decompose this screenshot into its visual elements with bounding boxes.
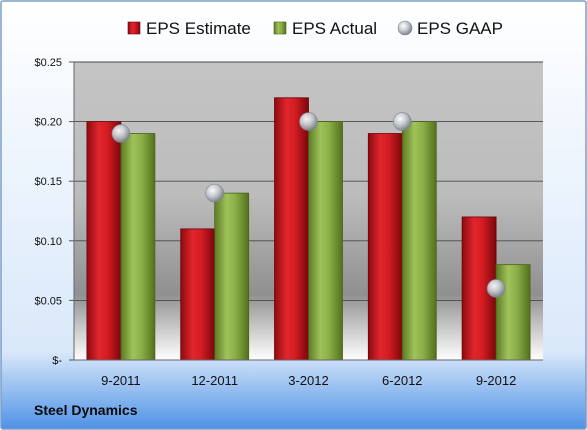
marker-eps-gaap — [111, 124, 131, 143]
y-tick-label: $0.25 — [34, 57, 62, 69]
x-tick-label: 6-2012 — [382, 373, 422, 388]
bar-eps-actual — [495, 264, 531, 361]
legend-swatch — [127, 21, 141, 35]
y-tick-label: $- — [52, 355, 62, 367]
marker-eps-gaap — [299, 112, 318, 131]
legend-label: EPS Actual — [292, 19, 377, 38]
marker-eps-gaap — [205, 183, 224, 203]
bar-eps-actual — [308, 121, 343, 361]
bar-eps-actual — [120, 133, 156, 361]
legend-swatch — [397, 20, 413, 36]
y-tick-label: $0.05 — [34, 295, 62, 307]
y-tick-label: $0.15 — [34, 176, 62, 188]
y-tick-label: $0.10 — [34, 236, 62, 248]
bar-eps-estimate — [274, 97, 309, 361]
marker-eps-gaap — [486, 279, 506, 298]
bar-eps-estimate — [180, 228, 216, 361]
bar-eps-estimate — [367, 133, 403, 361]
bar-eps-estimate — [86, 121, 122, 361]
x-tick-label: 3-2012 — [288, 373, 328, 388]
x-tick-label: 9-2011 — [101, 373, 141, 388]
gaap-markers — [111, 112, 506, 298]
x-tick-label: 12-2011 — [191, 373, 238, 388]
bars — [86, 97, 531, 361]
company-name: Steel Dynamics — [34, 402, 138, 418]
legend-label: EPS Estimate — [146, 19, 251, 38]
bar-eps-actual — [401, 121, 437, 361]
y-axis: $- $0.05 $0.10 $0.15 $0.20 $0.25 — [34, 57, 75, 367]
bar-eps-actual — [214, 192, 250, 361]
legend-swatch — [273, 21, 287, 35]
legend: EPS Estimate EPS Actual EPS GAAP — [127, 19, 503, 38]
y-tick-label: $0.20 — [34, 117, 62, 129]
x-tick-label: 9-2012 — [476, 373, 516, 388]
marker-eps-gaap — [392, 112, 412, 131]
x-axis: 9-2011 12-2011 3-2012 6-2012 9-2012 — [74, 359, 543, 388]
legend-label: EPS GAAP — [417, 19, 503, 38]
